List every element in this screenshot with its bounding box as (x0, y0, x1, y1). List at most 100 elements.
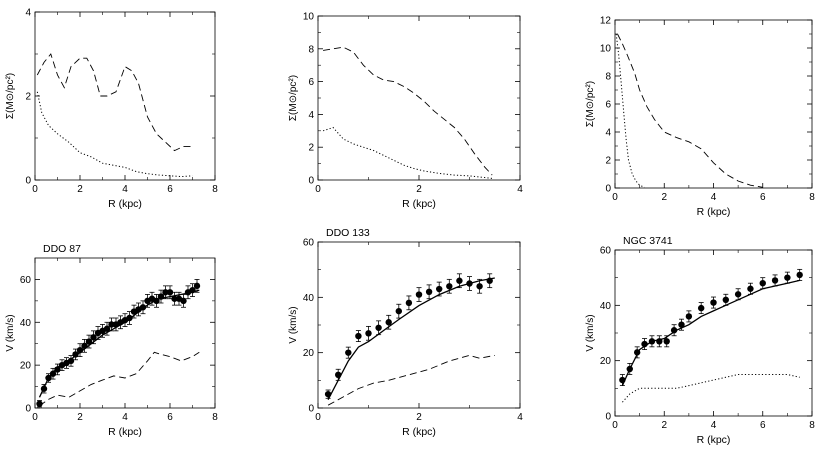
data-point (375, 324, 382, 331)
x-tick-label: 0 (32, 184, 38, 195)
chart-1: 0 2 4 6 8 0 2 4 R (kpc) Σ(M⊙/pc²) (5, 8, 218, 211)
chart-title: DDO 87 (43, 243, 81, 255)
x-axis-label: R (kpc) (697, 206, 731, 218)
data-point (180, 297, 187, 305)
y-tick-label: 10 (303, 12, 315, 23)
y-tick-label: 60 (20, 275, 32, 286)
data-point (395, 307, 402, 315)
data-point (54, 366, 61, 373)
x-axis-label: R (kpc) (697, 434, 731, 446)
plot-frame (34, 11, 216, 181)
data-point (425, 288, 433, 295)
series-line-gas (39, 351, 200, 407)
x-tick-label: 4 (517, 412, 523, 423)
x-axis-label: R (kpc) (402, 426, 436, 438)
y-tick-label: 10 (600, 44, 612, 55)
x-tick-label: 0 (32, 412, 38, 423)
y-tick-label: 2 (308, 143, 314, 154)
y-tick-label: 4 (308, 110, 314, 121)
x-tick-label: 4 (122, 412, 128, 423)
y-axis-label: V (km/s) (288, 306, 299, 343)
y-tick-label: 6 (605, 100, 611, 111)
series-line-dotted (615, 33, 645, 188)
data-point (456, 277, 463, 284)
x-tick-label: 0 (315, 184, 321, 195)
data-point (405, 299, 413, 307)
data-point (759, 280, 766, 287)
data-point (796, 271, 803, 279)
data-point (67, 357, 75, 365)
series-line-stars (622, 374, 800, 403)
data-point (355, 332, 362, 340)
y-tick-label: 8 (605, 72, 611, 83)
data-point (784, 274, 791, 281)
series-line-dotted (322, 126, 493, 179)
data-point (36, 400, 43, 407)
y-tick-label: 40 (600, 301, 612, 312)
data-point (678, 321, 685, 328)
data-point (385, 319, 392, 326)
x-axis-label: R (kpc) (108, 426, 142, 438)
data-point (85, 338, 93, 345)
x-tick-label: 8 (212, 412, 218, 423)
data-point (72, 351, 79, 358)
x-tick-label: 4 (711, 420, 717, 431)
y-tick-label: 20 (20, 361, 32, 372)
data-point (162, 289, 169, 296)
x-tick-label: 6 (167, 184, 173, 195)
x-tick-label: 0 (612, 420, 618, 431)
data-point (365, 330, 372, 337)
data-point (139, 304, 147, 311)
y-tick-label: 0 (25, 176, 31, 187)
y-tick-label: 8 (308, 44, 314, 55)
data-point (446, 283, 453, 290)
y-tick-label: 0 (605, 184, 611, 195)
data-point (685, 313, 693, 320)
data-point (415, 291, 423, 298)
chart-title: NGC 3741 (623, 235, 673, 247)
y-tick-label: 12 (600, 16, 612, 27)
y-axis-label: Σ(M⊙/pc²) (585, 81, 596, 127)
x-tick-label: 0 (315, 412, 321, 423)
series-line-model (38, 289, 200, 398)
x-tick-label: 2 (77, 412, 83, 423)
plot-frame (34, 257, 216, 409)
series-line-dashed (36, 53, 193, 152)
y-tick-label: 60 (600, 246, 612, 257)
y-tick-label: 4 (25, 8, 31, 19)
chart-title: DDO 133 (326, 227, 370, 239)
y-tick-label: 0 (308, 404, 314, 415)
y-tick-label: 40 (20, 318, 32, 329)
y-tick-label: 2 (25, 92, 31, 103)
data-point (734, 291, 742, 298)
data-point (670, 327, 678, 334)
plot-frame (317, 15, 521, 181)
x-tick-label: 2 (661, 192, 667, 203)
data-point (166, 289, 174, 296)
x-tick-label: 2 (77, 184, 83, 195)
y-axis-label: V (km/s) (5, 314, 16, 351)
x-tick-label: 4 (517, 184, 523, 195)
data-point (697, 304, 705, 312)
x-tick-label: 6 (760, 192, 766, 203)
chart-3: 0 2 4 6 8 0 2 4 6 8 10 12 R (kpc) Σ(M⊙/pc²) (585, 16, 815, 219)
y-axis-label: V (km/s) (585, 314, 596, 351)
plot-frame (614, 249, 813, 417)
x-tick-label: 4 (711, 192, 717, 203)
y-axis-label: Σ(M⊙/pc²) (288, 75, 299, 121)
x-tick-label: 8 (809, 192, 815, 203)
data-point (193, 282, 201, 290)
plot-frame (317, 241, 521, 409)
x-tick-label: 0 (612, 192, 618, 203)
x-tick-label: 4 (122, 184, 128, 195)
series-line-dotted (36, 91, 193, 178)
y-tick-label: 40 (303, 293, 315, 304)
data-point (476, 283, 483, 290)
y-tick-label: 0 (308, 176, 314, 187)
x-tick-label: 6 (167, 412, 173, 423)
x-tick-label: 2 (416, 184, 422, 195)
y-axis-label: Σ(M⊙/pc²) (5, 73, 16, 119)
y-tick-label: 60 (303, 238, 315, 249)
